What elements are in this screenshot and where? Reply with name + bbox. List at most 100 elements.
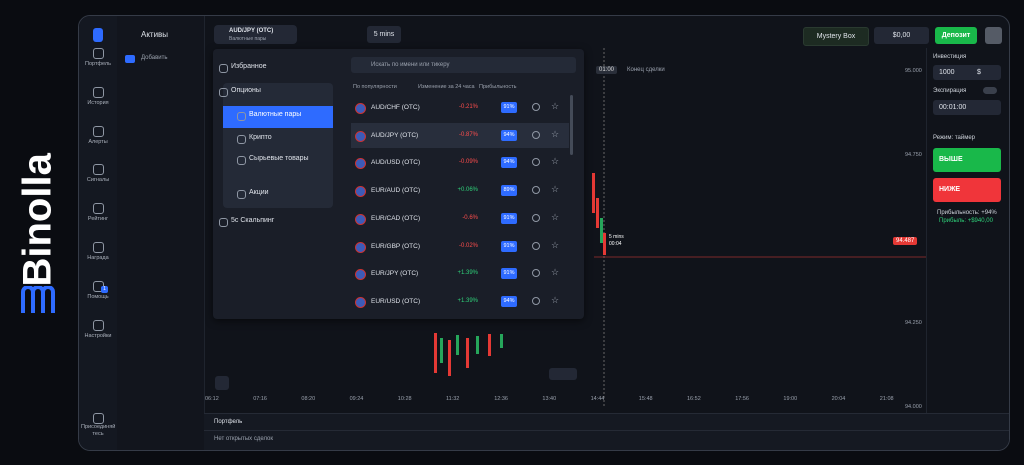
sidebar-label[interactable]: Награда: [87, 255, 109, 261]
zoom-controls[interactable]: [549, 368, 577, 380]
menu-item[interactable]: 5с Скальпинг: [231, 217, 275, 224]
sidebar-icon[interactable]: [93, 203, 104, 214]
avatar[interactable]: [985, 27, 1002, 44]
sidebar-label[interactable]: Помощь: [87, 294, 109, 300]
down-button[interactable]: НИЖЕ: [933, 178, 1001, 202]
sidebar-label[interactable]: История: [87, 100, 109, 106]
profitability: Прибыльность: +94%: [937, 210, 997, 216]
asset-name[interactable]: EUR/JPY (OTC): [371, 270, 419, 278]
deal-end: Конец сделки: [627, 67, 665, 73]
profit-badge: 91%: [501, 268, 517, 280]
brand: Binolla: [15, 153, 60, 287]
app-logo: [93, 28, 103, 42]
flag: [355, 296, 366, 308]
portfolio-bar: Портфель Нет открытых сделок: [204, 413, 1009, 450]
sidebar-icon[interactable]: [93, 320, 104, 331]
asset-name[interactable]: EUR/GBP (OTC): [371, 242, 420, 250]
menu-icon[interactable]: [219, 64, 228, 73]
asset-name[interactable]: AUD/USD (OTC): [371, 159, 421, 167]
up-button[interactable]: ВЫШЕ: [933, 148, 1001, 172]
menu-item[interactable]: Опционы: [231, 87, 261, 94]
menu-item[interactable]: Избранное: [231, 63, 267, 70]
info-icon[interactable]: [532, 269, 540, 278]
info-icon[interactable]: [532, 296, 540, 305]
sidebar-label[interactable]: Сигналы: [86, 177, 110, 183]
favorite-star[interactable]: ☆: [551, 294, 560, 305]
portfolio-title: Портфель: [214, 419, 243, 425]
mystery-box[interactable]: Mystery Box: [803, 27, 869, 46]
menu-icon[interactable]: [237, 190, 246, 199]
asset-name[interactable]: AUD/CHF (OTC): [371, 104, 420, 111]
deposit-button[interactable]: Депозит: [935, 27, 977, 44]
time-label: 13:40: [542, 396, 557, 402]
investment-input[interactable]: [933, 65, 1001, 80]
menu-item[interactable]: Крипто: [249, 134, 272, 141]
menu-item[interactable]: Сырьевые товары: [249, 155, 309, 162]
favorite-star[interactable]: ☆: [551, 267, 560, 278]
selected-menu-item[interactable]: [223, 106, 333, 128]
expiration-input[interactable]: [933, 100, 1001, 115]
candle: [476, 336, 479, 354]
favorite-star[interactable]: ☆: [551, 211, 560, 222]
price-label: 94.250: [905, 320, 922, 326]
time-label: 11:32: [446, 396, 460, 402]
add-label[interactable]: Добавить: [141, 55, 168, 61]
menu-icon[interactable]: [237, 135, 246, 144]
balance[interactable]: $0,00: [874, 27, 929, 44]
info-icon[interactable]: [532, 158, 540, 167]
asset-name[interactable]: EUR/CAD (OTC): [371, 214, 421, 222]
pair-selector[interactable]: [214, 25, 297, 44]
menu-icon[interactable]: [237, 156, 246, 165]
menu-icon[interactable]: [237, 112, 246, 121]
add-button[interactable]: [125, 55, 135, 63]
info-icon[interactable]: [532, 103, 540, 111]
chart-settings[interactable]: [215, 376, 229, 390]
sidebar-icon[interactable]: [93, 87, 104, 98]
column-header[interactable]: По популярности: [353, 84, 397, 90]
help-badge: 1: [101, 286, 108, 293]
menu-icon[interactable]: [219, 88, 228, 97]
asset-name[interactable]: EUR/USD (OTC): [371, 297, 421, 305]
info-icon[interactable]: [532, 241, 540, 250]
profit-badge: 94%: [501, 295, 517, 307]
info-icon[interactable]: [532, 130, 540, 139]
timer: 01:00: [596, 66, 618, 74]
pair-type: Валютные пары: [229, 36, 267, 42]
menu-icon[interactable]: [219, 218, 228, 227]
sidebar: Портфель История Алерты Сигналы Рейтинг Награ…: [79, 16, 117, 450]
sidebar-label[interactable]: Алерты: [88, 139, 108, 145]
menu-item[interactable]: Акции: [249, 189, 269, 196]
info-icon[interactable]: [532, 186, 540, 195]
sidebar-icon[interactable]: [93, 242, 104, 253]
change-24h: -0.87%: [458, 131, 478, 138]
favorite-star[interactable]: ☆: [551, 128, 560, 139]
candle: [596, 198, 599, 228]
join-icon[interactable]: [93, 413, 104, 424]
expiration-toggle[interactable]: [983, 87, 997, 94]
favorite-star[interactable]: ☆: [551, 184, 560, 195]
favorite-star[interactable]: ☆: [551, 156, 560, 167]
asset-name[interactable]: EUR/AUD (OTC): [371, 187, 421, 195]
sidebar-icon[interactable]: [93, 126, 104, 137]
sidebar-label[interactable]: Портфель: [85, 61, 111, 67]
time-label: 17:56: [735, 396, 749, 402]
info-icon[interactable]: [532, 213, 540, 222]
sidebar-label[interactable]: Рейтинг: [87, 216, 109, 222]
column-header: Изменение за 24 часа: [418, 84, 475, 90]
favorite-star[interactable]: ☆: [551, 101, 560, 111]
timeframe[interactable]: 5 mins: [367, 26, 401, 43]
change-24h: -0.02%: [458, 242, 478, 249]
price-label: 95.000: [905, 68, 922, 74]
candle: [603, 233, 606, 255]
join-label[interactable]: Присоединяй тесь: [81, 424, 116, 437]
time-label: 19:00: [783, 396, 798, 402]
asset-name[interactable]: AUD/JPY (OTC): [371, 131, 419, 139]
favorite-star[interactable]: ☆: [551, 239, 560, 250]
sidebar-label[interactable]: Настройки: [84, 333, 112, 339]
sidebar-icon[interactable]: [93, 164, 104, 175]
sidebar-icon[interactable]: [93, 48, 104, 59]
search-box[interactable]: [351, 57, 576, 73]
scrollbar: [570, 95, 573, 155]
menu-item[interactable]: Валютные пары: [249, 111, 302, 118]
time-label: 21:08: [879, 396, 894, 402]
